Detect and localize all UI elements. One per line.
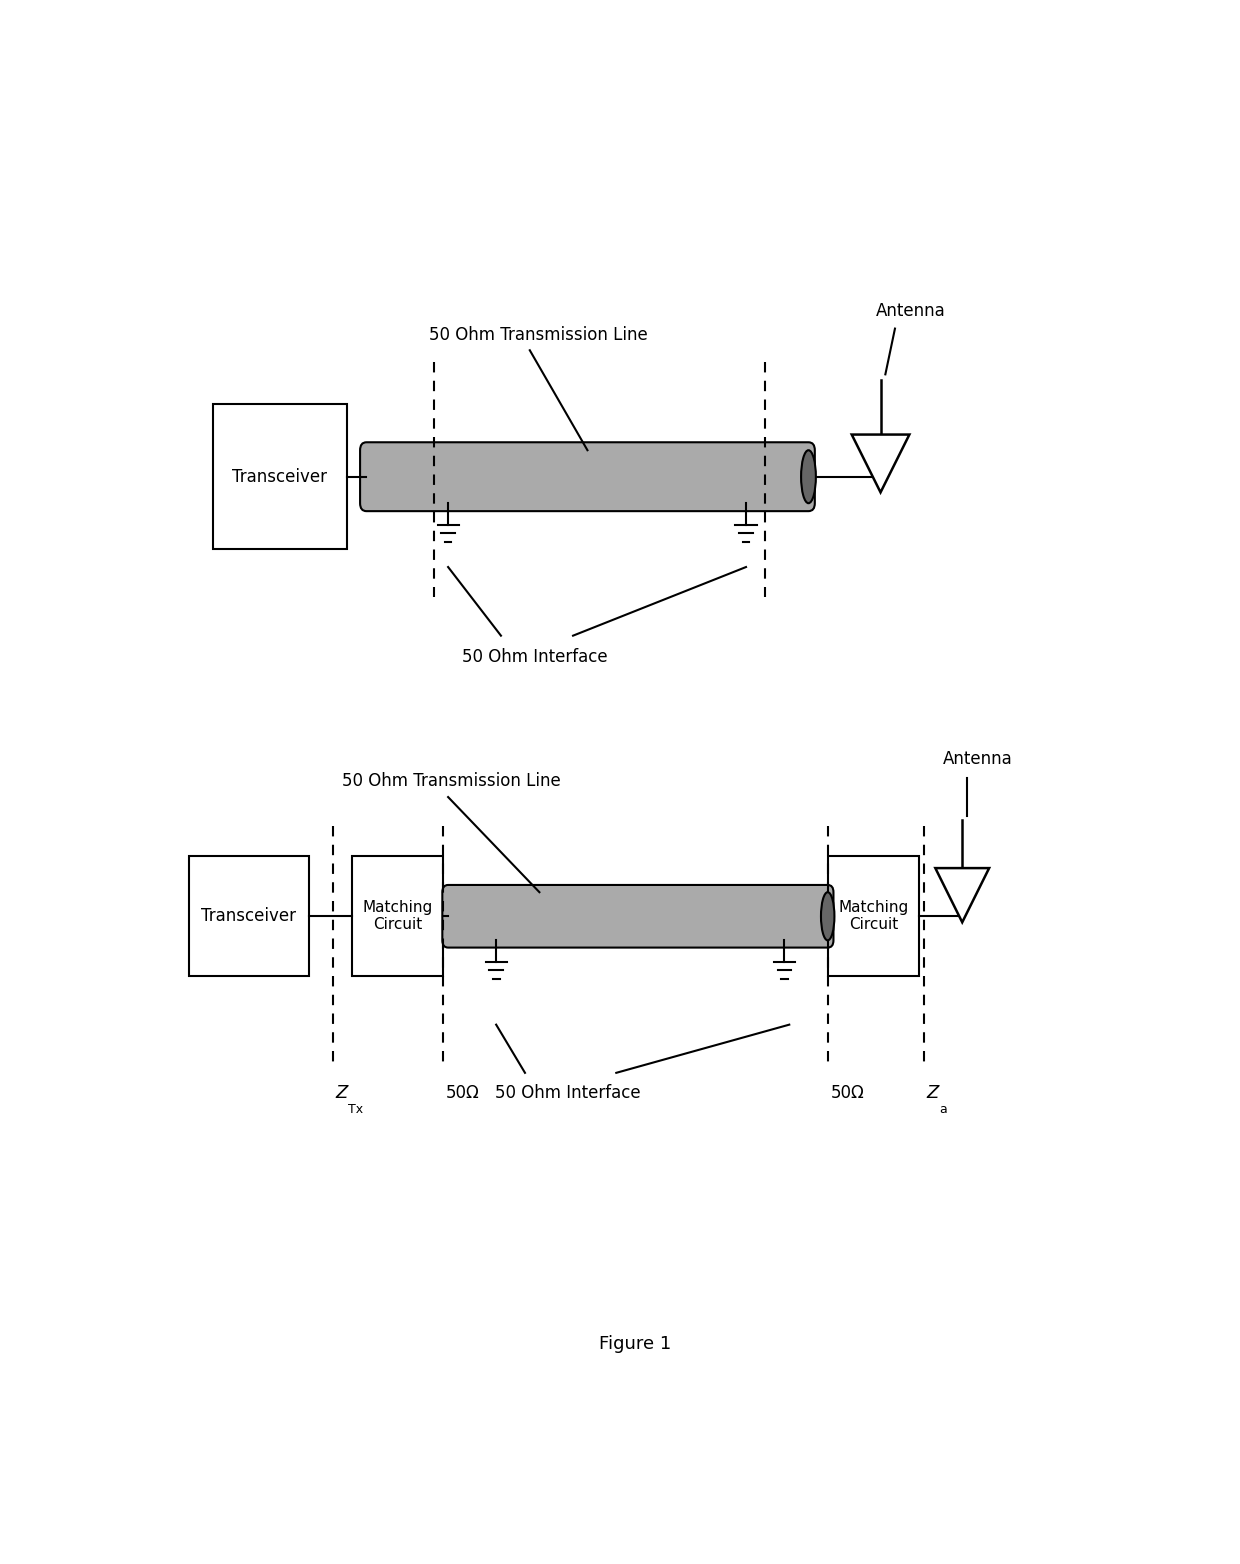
- Text: Matching
Circuit: Matching Circuit: [362, 899, 433, 932]
- Bar: [188, 856, 309, 976]
- Text: 50 Ohm Transmission Line: 50 Ohm Transmission Line: [342, 771, 562, 790]
- Text: Transceiver: Transceiver: [201, 907, 296, 926]
- Text: Antenna: Antenna: [875, 302, 945, 321]
- Text: 50 Ohm Transmission Line: 50 Ohm Transmission Line: [429, 327, 647, 344]
- Text: 50 Ohm Interface: 50 Ohm Interface: [461, 647, 608, 666]
- Text: Matching
Circuit: Matching Circuit: [838, 899, 909, 932]
- Text: Transceiver: Transceiver: [232, 468, 327, 486]
- Text: Z: Z: [336, 1084, 348, 1103]
- Text: 50Ω: 50Ω: [446, 1084, 480, 1103]
- Ellipse shape: [821, 891, 835, 940]
- Text: Z: Z: [926, 1084, 939, 1103]
- Text: 50Ω: 50Ω: [831, 1084, 864, 1103]
- Text: Antenna: Antenna: [942, 751, 1013, 768]
- Bar: [213, 405, 347, 549]
- Ellipse shape: [801, 450, 816, 504]
- FancyBboxPatch shape: [443, 885, 833, 948]
- Polygon shape: [852, 435, 909, 493]
- Text: Figure 1: Figure 1: [599, 1334, 672, 1353]
- Text: Tx: Tx: [348, 1103, 363, 1117]
- Polygon shape: [935, 868, 990, 923]
- Bar: [352, 856, 444, 976]
- Text: 50 Ohm Interface: 50 Ohm Interface: [496, 1084, 641, 1101]
- Bar: [828, 856, 919, 976]
- FancyBboxPatch shape: [360, 443, 815, 511]
- Text: a: a: [939, 1103, 947, 1117]
